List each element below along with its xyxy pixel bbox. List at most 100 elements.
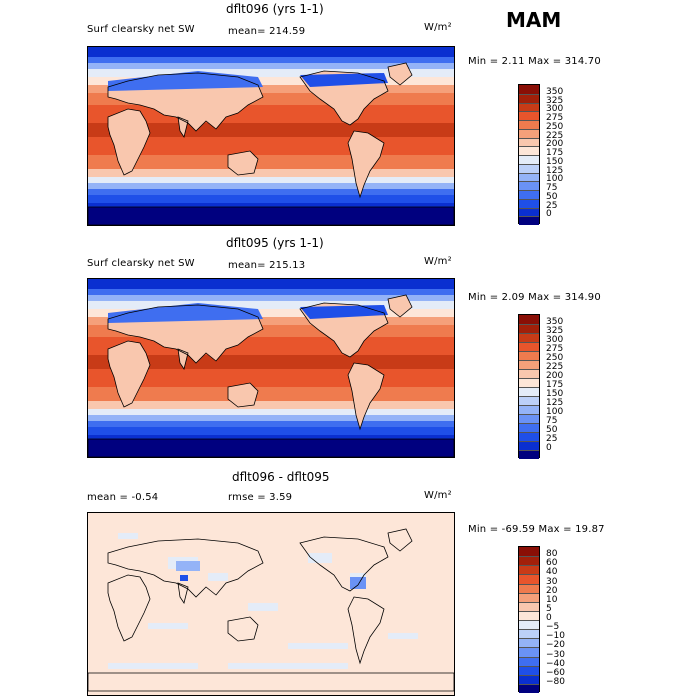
diff-region xyxy=(148,623,188,629)
colorbar-segment xyxy=(519,102,539,112)
colorbar-tick-label: 150 xyxy=(546,389,564,399)
colorbar-segment xyxy=(519,620,539,630)
colorbar-tick-label: 225 xyxy=(546,130,564,141)
land-fill xyxy=(228,383,258,407)
field-band xyxy=(88,415,454,421)
antarctic-band xyxy=(88,207,454,225)
field-band xyxy=(88,195,454,203)
coastline xyxy=(88,672,454,692)
diff-region-strong-negative xyxy=(180,575,188,581)
colorbar-segment xyxy=(519,351,539,360)
colorbar-segment xyxy=(519,155,539,164)
land-fill xyxy=(348,131,384,197)
colorbar-tick-label: 250 xyxy=(546,121,564,132)
colorbar-segment xyxy=(519,601,539,611)
colorbar-tick-label: 250 xyxy=(546,353,564,363)
colorbar-segment xyxy=(519,647,539,657)
field-band xyxy=(88,183,454,189)
panel2-variable-label: Surf clearsky net SW xyxy=(87,258,195,269)
colorbar-tick-label: −20 xyxy=(546,640,565,651)
colorbar-tick-label: 60 xyxy=(546,558,558,569)
colorbar-segment xyxy=(519,396,539,405)
coastline xyxy=(88,206,454,225)
colorbar-segment xyxy=(519,324,539,333)
colorbar-tick-label: 30 xyxy=(546,576,558,587)
panel3-colorbar xyxy=(518,546,540,693)
colorbar-tick-label: 5 xyxy=(546,603,552,614)
colorbar-tick-label: 0 xyxy=(546,209,552,220)
colorbar-tick-label: 300 xyxy=(546,104,564,115)
coastline xyxy=(107,574,151,642)
diff-region-negative xyxy=(350,577,366,589)
colorbar-segment xyxy=(519,93,539,103)
colorbar-segment xyxy=(519,190,539,199)
colorbar-tick-label: 300 xyxy=(546,335,564,345)
colorbar-segment xyxy=(519,450,539,459)
coastline xyxy=(347,596,385,665)
colorbar-tick-label: −5 xyxy=(546,622,560,633)
colorbar-tick-label: 100 xyxy=(546,407,564,417)
colorbar-tick-label: 200 xyxy=(546,371,564,381)
colorbar-segment xyxy=(519,198,539,208)
diff-region xyxy=(308,553,332,563)
panel1-units: W/m² xyxy=(424,22,452,33)
colorbar-segment xyxy=(519,315,539,324)
panel1-minmax: Min = 2.11 Max = 314.70 xyxy=(468,56,601,67)
colorbar-segment xyxy=(519,216,539,225)
panel2-colorbar xyxy=(518,314,540,459)
coastline xyxy=(387,62,413,86)
colorbar-tick-label: 25 xyxy=(546,434,558,444)
field-band xyxy=(88,409,454,415)
land-snow xyxy=(300,305,388,319)
field-band xyxy=(88,309,454,317)
field-band xyxy=(88,427,454,435)
colorbar-tick-label: 75 xyxy=(546,416,558,426)
colorbar-segment xyxy=(519,547,539,557)
field-band xyxy=(88,57,454,63)
diff-region-negative xyxy=(176,561,200,571)
field-band xyxy=(88,155,454,169)
field-band xyxy=(88,387,454,401)
panel1-variable-label: Surf clearsky net SW xyxy=(87,24,195,35)
colorbar-segment xyxy=(519,111,539,120)
colorbar-segment xyxy=(519,665,539,675)
colorbar-segment xyxy=(519,556,539,566)
coastline xyxy=(88,438,454,457)
diff-region xyxy=(288,643,348,649)
coastline xyxy=(299,302,389,358)
panel2-mean: mean= 215.13 xyxy=(228,260,306,271)
colorbar-tick-label: 10 xyxy=(546,594,558,605)
panel2-map-plot xyxy=(88,279,454,457)
colorbar-segment xyxy=(519,163,539,173)
colorbar-segment xyxy=(519,592,539,602)
coastline xyxy=(347,130,385,199)
colorbar-segment xyxy=(519,423,539,432)
colorbar-segment xyxy=(519,432,539,441)
coastline xyxy=(299,536,389,592)
colorbar-tick-label: 75 xyxy=(546,183,558,193)
antarctic-band xyxy=(88,439,454,457)
colorbar-segment xyxy=(519,565,539,575)
coastline xyxy=(387,528,413,552)
colorbar-segment xyxy=(519,656,539,666)
colorbar-tick-label: 175 xyxy=(546,380,564,390)
colorbar-tick-label: 150 xyxy=(546,156,564,167)
coastline xyxy=(177,348,189,370)
land-fill xyxy=(108,109,150,175)
coastline xyxy=(107,340,151,408)
panel1-map xyxy=(87,46,455,226)
field-band xyxy=(88,47,454,57)
colorbar-segment xyxy=(519,207,539,217)
colorbar-segment xyxy=(519,583,539,593)
colorbar-tick-label: 125 xyxy=(546,165,564,176)
colorbar-tick-label: 325 xyxy=(546,326,564,336)
diff-region xyxy=(388,633,418,639)
colorbar-tick-label: 100 xyxy=(546,174,564,185)
coastline xyxy=(107,538,264,598)
colorbar-tick-label: 0 xyxy=(546,443,552,453)
colorbar-tick-label: 50 xyxy=(546,191,558,202)
field-band xyxy=(88,289,454,295)
field-band xyxy=(88,295,454,301)
colorbar-tick-label: 175 xyxy=(546,148,564,158)
colorbar-segment xyxy=(519,629,539,639)
